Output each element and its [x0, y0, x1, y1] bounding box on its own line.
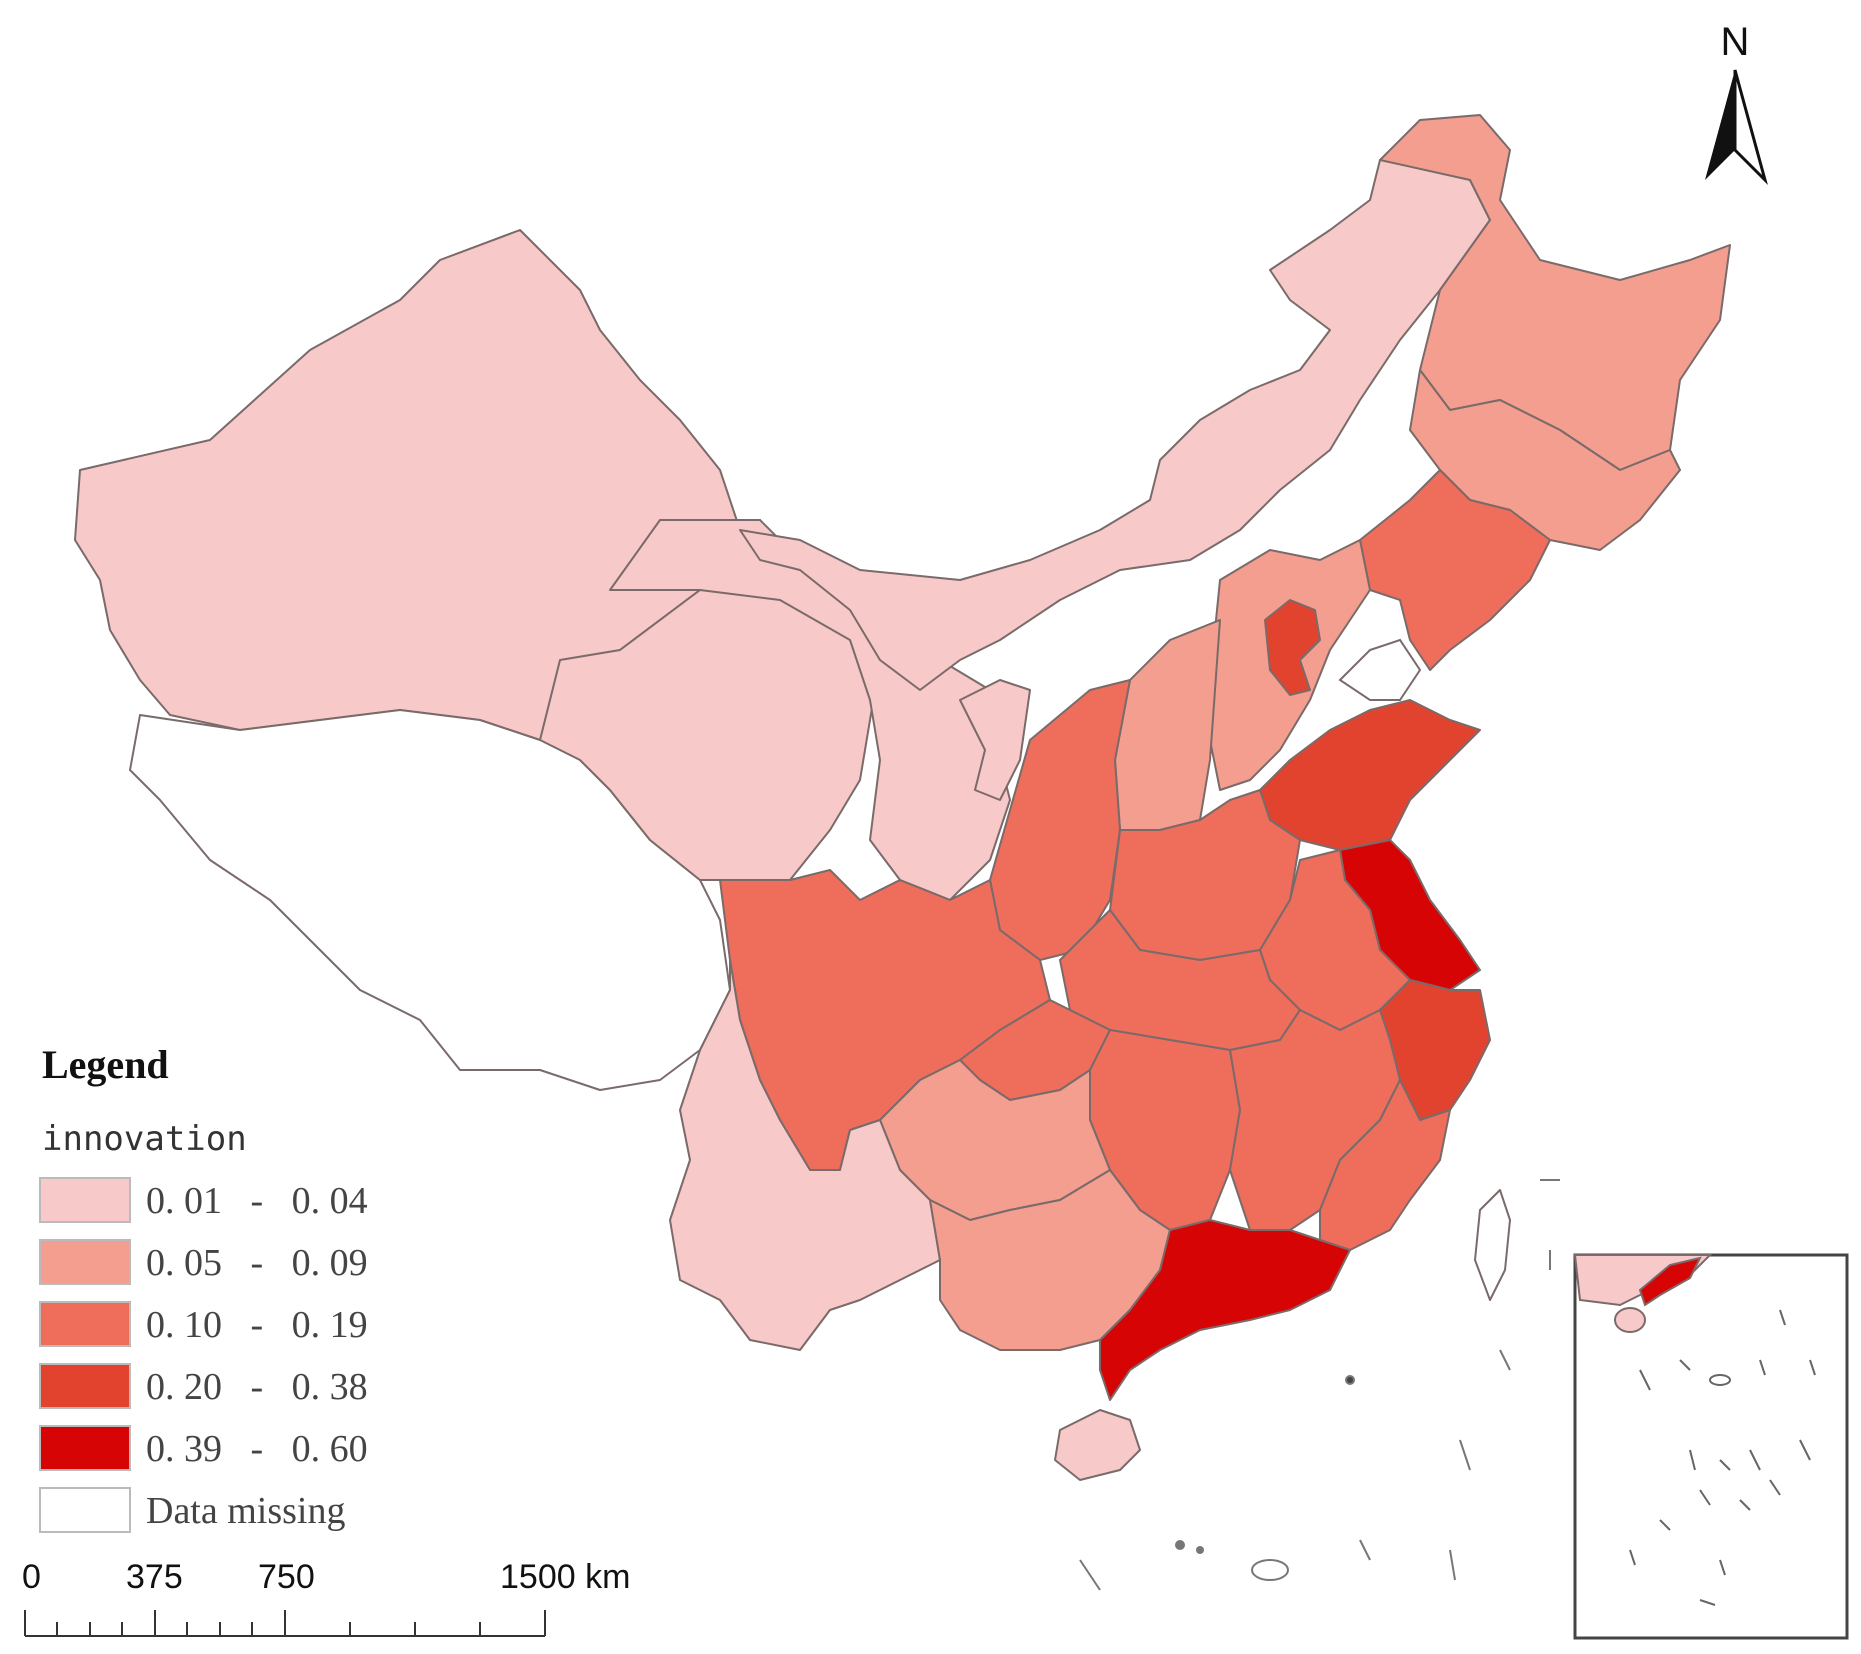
scale-tick-label: 750	[258, 1558, 315, 1596]
region-taiwan	[1474, 1189, 1511, 1301]
legend-swatch	[39, 1177, 131, 1223]
region-shandong	[1259, 699, 1481, 851]
region-fujian	[1319, 1079, 1451, 1251]
north-arrow: N	[1705, 20, 1768, 186]
region-qinghai	[539, 559, 881, 881]
legend-title: Legend	[42, 1042, 169, 1087]
region-guangdong	[1099, 1219, 1351, 1401]
legend: Legend innovation 0. 01 - 0. 04 0. 05 - 0…	[39, 1042, 368, 1533]
region-shanxi	[1114, 619, 1221, 831]
north-label: N	[1721, 20, 1750, 64]
region-ningxia	[959, 679, 1031, 801]
region-inner-mongolia	[739, 149, 1491, 691]
region-liaoning	[1359, 469, 1551, 671]
scale-bar: 0 375 750 1500 km	[22, 1558, 630, 1637]
legend-label: 0. 10 - 0. 19	[146, 1304, 368, 1346]
scale-tick-label: 0	[22, 1558, 41, 1596]
region-beijing-tianjin	[1264, 599, 1321, 696]
legend-label: Data missing	[146, 1490, 345, 1532]
legend-swatch	[39, 1363, 131, 1409]
legend-swatch	[39, 1487, 131, 1533]
legend-swatch	[39, 1301, 131, 1347]
south-sea-islands	[1079, 1179, 1560, 1591]
region-hainan	[1054, 1409, 1141, 1481]
legend-swatch	[39, 1239, 131, 1285]
scale-tick-label: 1500 km	[500, 1558, 630, 1596]
legend-swatch	[39, 1425, 131, 1471]
north-arrow-icon	[1705, 70, 1735, 180]
scale-bar-line	[24, 1610, 546, 1637]
bohai-sea	[1338, 638, 1422, 701]
legend-field: innovation	[42, 1119, 247, 1159]
legend-label: 0. 20 - 0. 38	[146, 1366, 368, 1408]
scale-tick-label: 375	[126, 1558, 183, 1596]
legend-label: 0. 39 - 0. 60	[146, 1428, 368, 1470]
legend-label: 0. 01 - 0. 04	[146, 1180, 368, 1222]
region-heilongjiang	[1379, 114, 1731, 471]
south-china-sea-inset	[1573, 1253, 1849, 1640]
legend-label: 0. 05 - 0. 09	[146, 1242, 368, 1284]
